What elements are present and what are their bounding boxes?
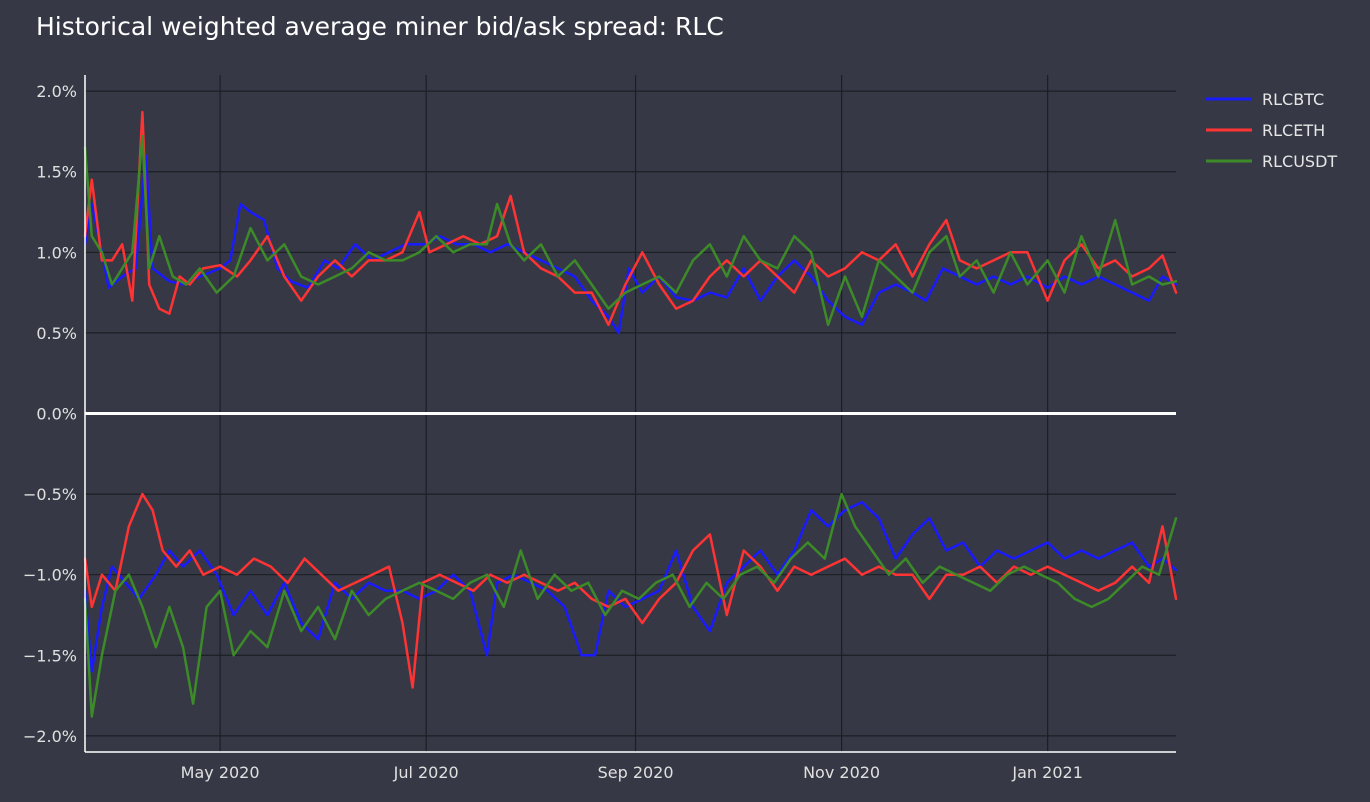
y-tick-label: −1.5% — [23, 646, 77, 665]
series-line-rlcusdt-bid — [83, 135, 1178, 327]
y-tick-label: −2.0% — [23, 727, 77, 746]
y-tick-label: 1.0% — [36, 243, 77, 262]
y-tick-label: −0.5% — [23, 485, 77, 504]
legend-item-rlcusdt[interactable]: RLCUSDT — [1206, 152, 1337, 171]
x-tick-label: Sep 2020 — [598, 763, 674, 782]
series-line-rlceth-bid — [83, 110, 1178, 327]
y-tick-label: −1.0% — [23, 566, 77, 585]
series-line-rlcbtc-ask — [83, 500, 1178, 673]
x-tick-label: Nov 2020 — [803, 763, 880, 782]
series-lines — [83, 110, 1178, 718]
y-tick-label: 1.5% — [36, 163, 77, 182]
y-tick-label: 0.5% — [36, 324, 77, 343]
legend[interactable]: RLCBTC RLCETH RLCUSDT — [1206, 90, 1337, 171]
legend-label: RLCUSDT — [1262, 152, 1337, 171]
x-tick-label: Jul 2020 — [393, 763, 459, 782]
x-tick-label: Jan 2021 — [1011, 763, 1082, 782]
legend-item-rlceth[interactable]: RLCETH — [1206, 121, 1325, 140]
series-line-rlceth-ask — [83, 492, 1178, 689]
legend-label: RLCETH — [1262, 121, 1325, 140]
y-tick-label: 0.0% — [36, 405, 77, 424]
axes: 2.0% 1.5% 1.0% 0.5% 0.0% −0.5% −1.0% −1.5% −2.0%… — [23, 75, 1176, 782]
legend-label: RLCBTC — [1262, 90, 1324, 109]
y-tick-label: 2.0% — [36, 82, 77, 101]
x-tick-label: May 2020 — [181, 763, 260, 782]
legend-item-rlcbtc[interactable]: RLCBTC — [1206, 90, 1324, 109]
series-line-rlcusdt-ask — [83, 492, 1178, 718]
series-line-rlcbtc-bid — [83, 154, 1178, 335]
chart-title: Historical weighted average miner bid/as… — [36, 12, 724, 41]
